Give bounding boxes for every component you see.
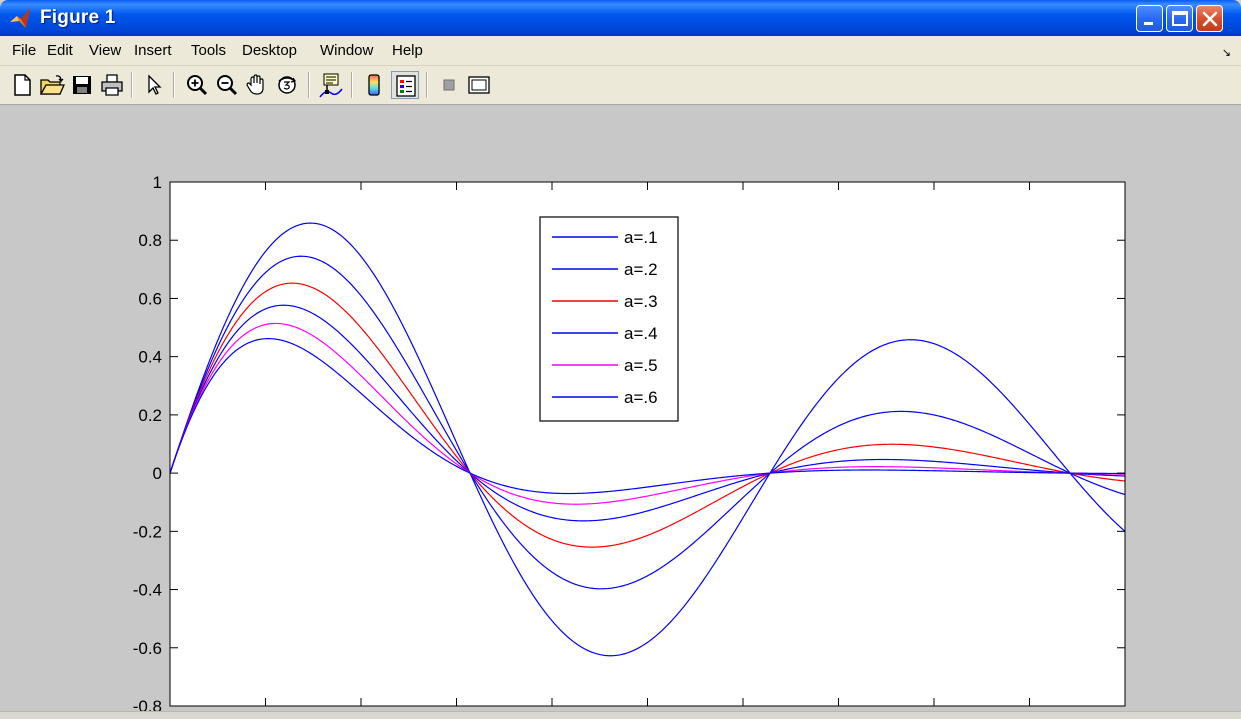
maximize-button[interactable] <box>1166 5 1193 32</box>
legend[interactable]: a=.1 a=.2 a=.3 a=.4 a=.5 a=.6 <box>539 216 679 422</box>
toolbar-separator <box>308 72 310 98</box>
y-tick-label: 0.6 <box>138 289 162 308</box>
menu-insert[interactable]: Insert <box>134 42 172 59</box>
pan-hand-icon <box>246 74 264 95</box>
rotate-3d-button[interactable] <box>273 71 301 99</box>
close-icon <box>1202 11 1218 27</box>
menu-bar: File Edit View Insert Tools Desktop Wind… <box>0 36 1241 66</box>
y-tick-label: -0.2 <box>133 522 162 541</box>
menu-window[interactable]: Window <box>320 42 374 59</box>
legend-button[interactable] <box>391 71 419 99</box>
edit-plot-arrow-icon <box>148 74 162 95</box>
toolbar-separator <box>173 72 175 98</box>
zoom-out-button[interactable] <box>213 71 241 99</box>
y-tick-label: 0 <box>153 464 162 483</box>
series-line-6[interactable] <box>169 338 1125 495</box>
print-icon <box>101 74 123 96</box>
plot-svg: 012345678910-0.8-0.6-0.4-0.200.20.40.60.… <box>133 173 1135 719</box>
open-file-button[interactable] <box>38 71 66 99</box>
print-button[interactable] <box>98 71 126 99</box>
legend-label-1: a=.1 <box>624 228 658 247</box>
new-figure-icon <box>14 74 31 96</box>
menu-file[interactable]: File <box>12 42 37 59</box>
y-tick-label: 1 <box>153 173 162 192</box>
y-tick-label: -0.8 <box>133 697 162 711</box>
menu-view[interactable]: View <box>89 42 122 59</box>
pan-button[interactable] <box>243 71 271 99</box>
colorbar-icon <box>368 74 380 96</box>
series-line-4[interactable] <box>169 304 1126 522</box>
colorbar-button[interactable] <box>360 71 388 99</box>
y-tick-label: 0.8 <box>138 231 162 250</box>
series-line-5[interactable] <box>169 322 1126 505</box>
legend-label-4: a=.4 <box>624 324 658 343</box>
y-tick-label: 0.4 <box>138 348 162 367</box>
legend-label-5: a=.5 <box>624 356 658 375</box>
matlab-logo-icon <box>10 8 30 28</box>
series-group <box>169 222 1126 657</box>
show-plot-tools-button[interactable] <box>465 71 493 99</box>
legend-label-2: a=.2 <box>624 260 658 279</box>
save-icon <box>73 76 91 94</box>
data-cursor-icon <box>319 73 343 98</box>
dock-figure-icon[interactable]: ↘ <box>1221 47 1231 59</box>
legend-icon <box>396 75 416 97</box>
rotate-3d-icon <box>278 76 297 94</box>
new-figure-button[interactable] <box>8 71 36 99</box>
zoom-in-button[interactable] <box>183 71 211 99</box>
close-button[interactable] <box>1196 5 1223 32</box>
edit-plot-button[interactable] <box>140 71 168 99</box>
zoom-out-icon <box>217 75 238 96</box>
show-plot-tools-icon <box>468 76 490 94</box>
menu-help[interactable]: Help <box>392 42 423 59</box>
y-tick-label: 0.2 <box>138 406 162 425</box>
series-line-3[interactable] <box>169 282 1126 548</box>
series-line-2[interactable] <box>169 255 1126 590</box>
legend-label-6: a=.6 <box>624 388 658 407</box>
window-title: Figure 1 <box>40 7 116 28</box>
legend-box[interactable] <box>539 216 679 422</box>
hide-plot-tools-icon <box>443 79 455 91</box>
series-line-1[interactable] <box>169 222 1126 657</box>
menu-desktop[interactable]: Desktop <box>242 42 298 59</box>
toolbar-separator <box>426 72 428 98</box>
save-button[interactable] <box>68 71 96 99</box>
y-tick-label: -0.6 <box>133 639 162 658</box>
maximize-icon <box>1172 11 1188 26</box>
menu-tools[interactable]: Tools <box>191 42 227 59</box>
legend-label-3: a=.3 <box>624 292 658 311</box>
hide-plot-tools-button[interactable] <box>435 71 463 99</box>
menu-edit[interactable]: Edit <box>47 42 73 59</box>
title-bar[interactable]: Figure 1 <box>0 0 1241 36</box>
open-file-icon <box>39 75 66 95</box>
toolbar-separator <box>131 72 133 98</box>
toolbar-separator <box>351 72 353 98</box>
figure-canvas: 012345678910-0.8-0.6-0.4-0.200.20.40.60.… <box>0 105 1241 719</box>
minimize-icon <box>1144 22 1153 25</box>
figure-toolbar <box>0 66 1241 105</box>
data-cursor-button[interactable] <box>316 71 344 99</box>
zoom-in-icon <box>187 75 208 96</box>
y-tick-label: -0.4 <box>133 581 162 600</box>
minimize-button[interactable] <box>1136 5 1163 32</box>
window-bottom-edge <box>0 711 1241 719</box>
